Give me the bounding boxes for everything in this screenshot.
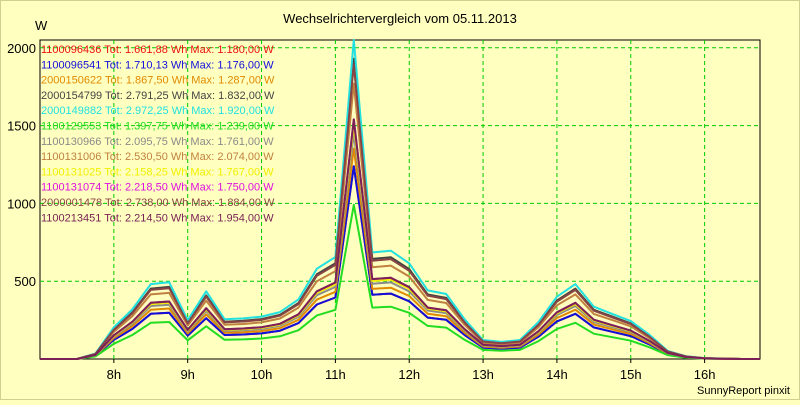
y-tick-label: 500: [14, 274, 36, 289]
y-tick-label: 2000: [7, 41, 36, 56]
y-tick-label: 1500: [7, 119, 36, 134]
legend-entry-2000150622: 2000150622 Tot: 1.867,50 Wh Max: 1.287,0…: [41, 75, 275, 87]
legend-entry-2000149882: 2000149882 Tot: 2.972,25 Wh Max: 1.920,0…: [41, 105, 275, 117]
series-group: [40, 39, 760, 360]
legend: 1100096436 Tot: 1.661,88 Wh Max: 1.180,0…: [41, 44, 275, 224]
x-tick-label: 16h: [694, 367, 716, 382]
legend-entry-2000001478: 2000001478 Tot: 2.738,00 Wh Max: 1.884,0…: [41, 197, 275, 209]
series-line-2000001478: [40, 63, 760, 360]
legend-entry-1100096541: 1100096541 Tot: 1.710,13 Wh Max: 1.176,0…: [41, 59, 274, 71]
y-tick-label: 1000: [7, 196, 36, 211]
legend-entry-1100096436: 1100096436 Tot: 1.661,88 Wh Max: 1.180,0…: [41, 44, 274, 56]
grid: [40, 40, 760, 359]
footer-credit: SunnyReport pinxit: [697, 385, 790, 397]
legend-entry-1100131074: 1100131074 Tot: 2.218,50 Wh Max: 1.750,0…: [41, 182, 274, 194]
axes: 500 1000 1500 2000 8h 9h 10h 11h 12h 13h 14h 15h 16h: [7, 41, 715, 382]
legend-entry-1100129553: 1100129553 Tot: 1.397,75 Wh Max: 1.239,0…: [41, 121, 274, 133]
x-tick-label: 15h: [620, 367, 642, 382]
series-line-2000149882: [40, 39, 760, 360]
legend-entry-1100213451: 1100213451 Tot: 2.214,50 Wh Max: 1.954,0…: [41, 212, 274, 224]
legend-entry-2000154799: 2000154799 Tot: 2.791,25 Wh Max: 1.832,0…: [41, 90, 275, 102]
x-tick-label: 9h: [180, 367, 194, 382]
chart-title: Wechselrichtervergleich vom 05.11.2013: [283, 11, 517, 26]
series-line-1100131006: [40, 82, 760, 360]
x-tick-label: 11h: [325, 367, 346, 382]
series-line-1100213451: [40, 118, 760, 360]
x-tick-label: 12h: [398, 367, 420, 382]
series-line-2000150622: [40, 147, 760, 360]
y-axis-label: W: [35, 18, 48, 33]
x-tick-label: 10h: [251, 367, 273, 382]
x-tick-label: 8h: [107, 367, 121, 382]
x-tick-label: 13h: [472, 367, 494, 382]
x-tick-label: 14h: [546, 367, 568, 382]
series-line-1100096541: [40, 165, 760, 360]
series-line-1100129553: [40, 203, 760, 360]
legend-entry-1100131006: 1100131006 Tot: 2.530,50 Wh Max: 2.074,0…: [41, 151, 274, 163]
legend-entry-1100130966: 1100130966 Tot: 2.095,75 Wh Max: 1.761,0…: [41, 136, 274, 148]
legend-entry-1100131025: 1100131025 Tot: 2.158,25 Wh Max: 1.767,0…: [41, 166, 274, 178]
